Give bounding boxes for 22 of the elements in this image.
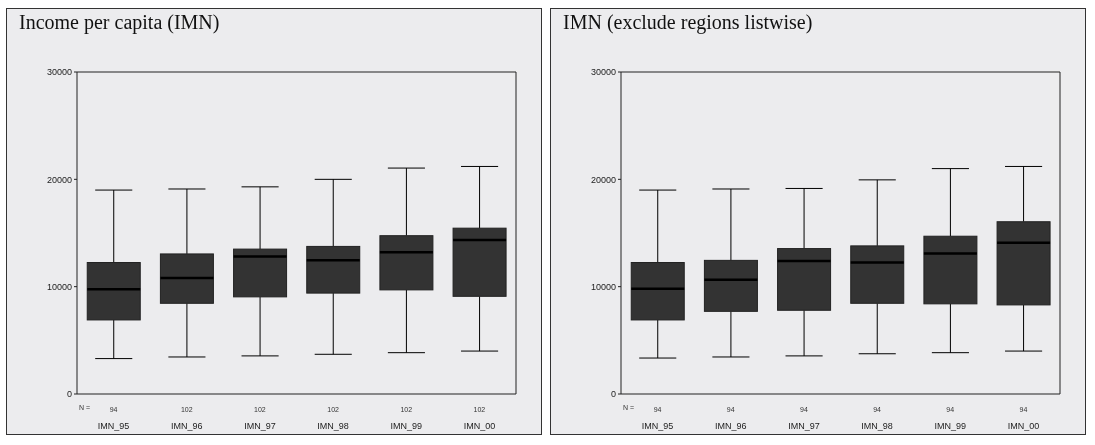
x-tick-label: IMN_96 (714, 421, 747, 431)
chart-title: IMN (exclude regions listwise) (563, 11, 813, 34)
y-tick-label: 20000 (590, 174, 616, 185)
y-tick-label: 30000 (46, 67, 72, 78)
x-tick-label: IMN_96 (170, 421, 203, 431)
x-tick-label: IMN_95 (641, 421, 674, 431)
y-tick-label: 10000 (46, 281, 72, 292)
x-tick-label: IMN_00 (1007, 421, 1040, 431)
y-tick-label: 30000 (590, 67, 616, 78)
y-tick-label: 0 (66, 389, 72, 400)
x-tick-label: IMN_98 (861, 421, 893, 431)
y-tick-label: 10000 (590, 281, 616, 292)
x-tick-label: IMN_99 (390, 421, 423, 431)
y-tick-label: 20000 (46, 174, 72, 185)
x-tick-label: IMN_97 (244, 421, 276, 431)
x-tick-label: IMN_99 (934, 421, 967, 431)
chart-title: Income per capita (IMN) (19, 11, 220, 34)
x-tick-label: IMN_95 (97, 421, 130, 431)
x-tick-label: IMN_98 (317, 421, 349, 431)
x-tick-label: IMN_00 (463, 421, 496, 431)
x-tick-label: IMN_97 (788, 421, 820, 431)
y-tick-label: 0 (610, 389, 616, 400)
